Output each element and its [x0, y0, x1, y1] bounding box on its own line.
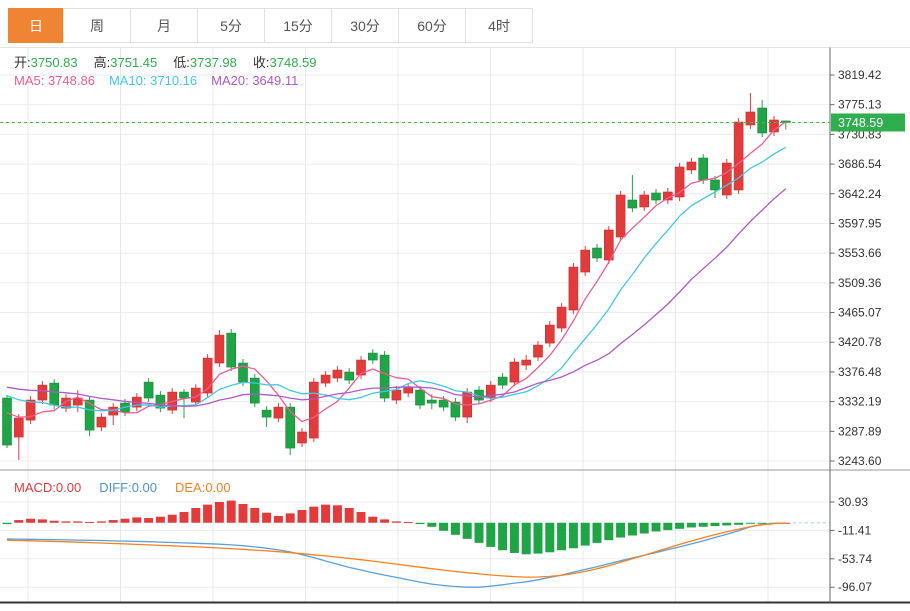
- price-axis-label: 3553.66: [838, 246, 882, 260]
- price-axis-label: 3509.36: [838, 276, 882, 290]
- ma-readout: MA5: 3748.86 MA10: 3710.16 MA20: 3649.11: [14, 72, 333, 90]
- macd-histogram: [2, 500, 791, 555]
- ohlc-item: 低:3737.98: [173, 55, 237, 70]
- ma20-line: [6, 188, 787, 408]
- price-axis-label: 3287.89: [838, 424, 882, 438]
- diff-line: [6, 522, 786, 588]
- macd-readout: MACD:0.00 DIFF:0.00 DEA:0.00: [14, 480, 249, 495]
- macd-axis-label: 30.93: [838, 495, 868, 509]
- macd-axis-label: -53.74: [838, 552, 872, 566]
- current-price-badge: [831, 113, 905, 132]
- price-axis-label: 3243.60: [838, 454, 882, 468]
- tab-period-1[interactable]: 周: [63, 8, 131, 43]
- macd-axis: 30.93 -11.41 -53.74 -96.07: [830, 495, 872, 594]
- ohlc-item: 收:3748.59: [252, 55, 317, 70]
- price-axis-label: 3597.95: [838, 216, 882, 230]
- tab-period-5[interactable]: 30分: [331, 8, 399, 43]
- kline-chart-svg[interactable]: 3819.423775.133730.833686.543642.243597.…: [0, 47, 910, 606]
- price-axis-label: 3376.48: [838, 365, 882, 379]
- price-axis-label: 3642.24: [838, 187, 882, 201]
- tab-period-4[interactable]: 15分: [264, 8, 332, 43]
- ma-item: MA20: 3649.11: [211, 73, 299, 88]
- tab-period-0[interactable]: 日: [8, 8, 64, 43]
- price-axis: 3819.423775.133730.833686.543642.243597.…: [830, 68, 882, 468]
- ma-item: MA5: 3748.86: [14, 73, 95, 88]
- chart-area[interactable]: 3819.42 3775.13 3730.83 3686.54 3642.24 3597.…: [0, 47, 910, 606]
- ohlc-readout: 开:3750.83 高:3751.45 低:3737.98 收:3748.59: [14, 54, 333, 72]
- macd-label: DEA:0.00: [175, 480, 231, 495]
- price-axis-label: 3465.07: [838, 306, 882, 320]
- current-price-badge-text: 3748.59: [838, 116, 883, 130]
- macd-axis-label: -96.07: [838, 580, 872, 594]
- period-tab-bar: 日周月 5分 15分 30分 60分 4时: [8, 8, 533, 43]
- tab-period-7[interactable]: 4时: [465, 8, 533, 43]
- price-axis-label: 3819.42: [838, 68, 882, 82]
- indicator-overlay: 开:3750.83 高:3751.45 低:3737.98 收:3748.59 MA5…: [14, 54, 333, 90]
- tab-period-6[interactable]: 60分: [398, 8, 466, 43]
- dea-line: [6, 522, 786, 578]
- ohlc-item: 高:3751.45: [93, 55, 158, 70]
- price-axis-label: 3775.13: [838, 98, 882, 112]
- price-axis-label: 3686.54: [838, 157, 882, 171]
- tab-period-2[interactable]: 月: [130, 8, 198, 43]
- ohlc-item: 开:3750.83: [14, 55, 78, 70]
- price-axis-label: 3332.19: [838, 395, 882, 409]
- ma-item: MA10: 3710.16: [108, 73, 198, 88]
- ma10-line: [6, 146, 787, 412]
- price-axis-label: 3420.78: [838, 335, 882, 349]
- tab-period-3[interactable]: 5分: [197, 8, 265, 43]
- ma5-line: [6, 121, 787, 423]
- macd-axis-label: -11.41: [838, 523, 871, 537]
- macd-label: MACD:0.00: [14, 480, 82, 495]
- macd-label: DIFF:0.00: [99, 480, 157, 495]
